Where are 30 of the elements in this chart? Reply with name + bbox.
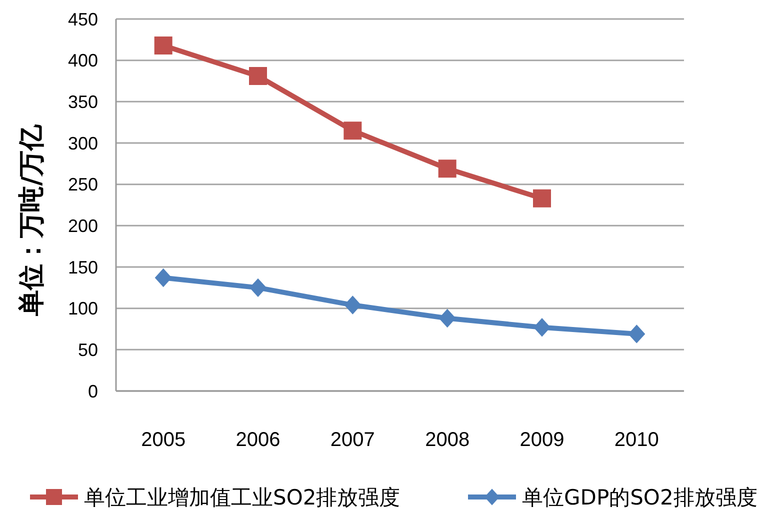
- y-tick-label: 150: [68, 257, 98, 278]
- legend-label: 单位工业增加值工业SO2排放强度: [84, 485, 400, 510]
- y-tick-label: 200: [68, 216, 98, 236]
- x-tick-label: 2009: [520, 429, 564, 451]
- y-tick-label: 350: [68, 92, 98, 112]
- point: [438, 160, 456, 178]
- y-tick-label: 0: [88, 381, 98, 402]
- point: [344, 296, 362, 314]
- point: [154, 268, 172, 288]
- y-tick-label: 250: [68, 174, 98, 195]
- point: [249, 67, 267, 86]
- point: [154, 36, 172, 54]
- y-tick-label: 50: [78, 340, 98, 360]
- y-tick-label: 450: [68, 9, 98, 30]
- x-tick-label: 2008: [425, 429, 470, 451]
- y-tick-label: 100: [68, 298, 98, 319]
- y-axis-title: 单位：万吨/万亿: [17, 123, 47, 317]
- y-tick-label: 300: [68, 133, 98, 154]
- point: [344, 122, 362, 140]
- point: [250, 278, 266, 298]
- point: [628, 324, 646, 344]
- point: [533, 189, 551, 208]
- x-tick-label: 2006: [236, 429, 280, 451]
- y-tick-label: 400: [68, 50, 98, 71]
- legend-label: 单位GDP的SO2排放强度: [522, 485, 758, 510]
- x-tick-label: 2005: [141, 429, 186, 451]
- x-tick-label: 2007: [330, 429, 375, 451]
- x-tick-label: 2010: [614, 429, 659, 451]
- point: [438, 308, 456, 328]
- point: [534, 318, 550, 337]
